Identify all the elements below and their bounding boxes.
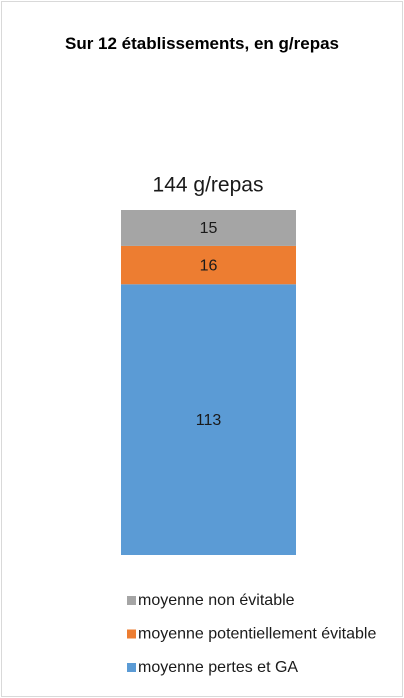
legend-label: moyenne pertes et GA [138,659,298,676]
legend-label: moyenne non évitable [138,592,295,609]
data-label: 113 [196,412,222,429]
chart-title: Sur 12 établissements, en g/repas [64,34,339,53]
bar-segment [121,245,296,285]
legend-swatch [127,629,136,639]
data-label: 16 [200,257,218,274]
legend-swatch [127,596,136,605]
bar-segment [121,284,296,555]
legend-label: moyenne potentiellement évitable [138,626,376,643]
legend-swatch [127,663,136,672]
total-annotation: 144 g/repas [153,174,264,197]
bar-segment [121,210,296,246]
data-label: 15 [200,220,218,237]
